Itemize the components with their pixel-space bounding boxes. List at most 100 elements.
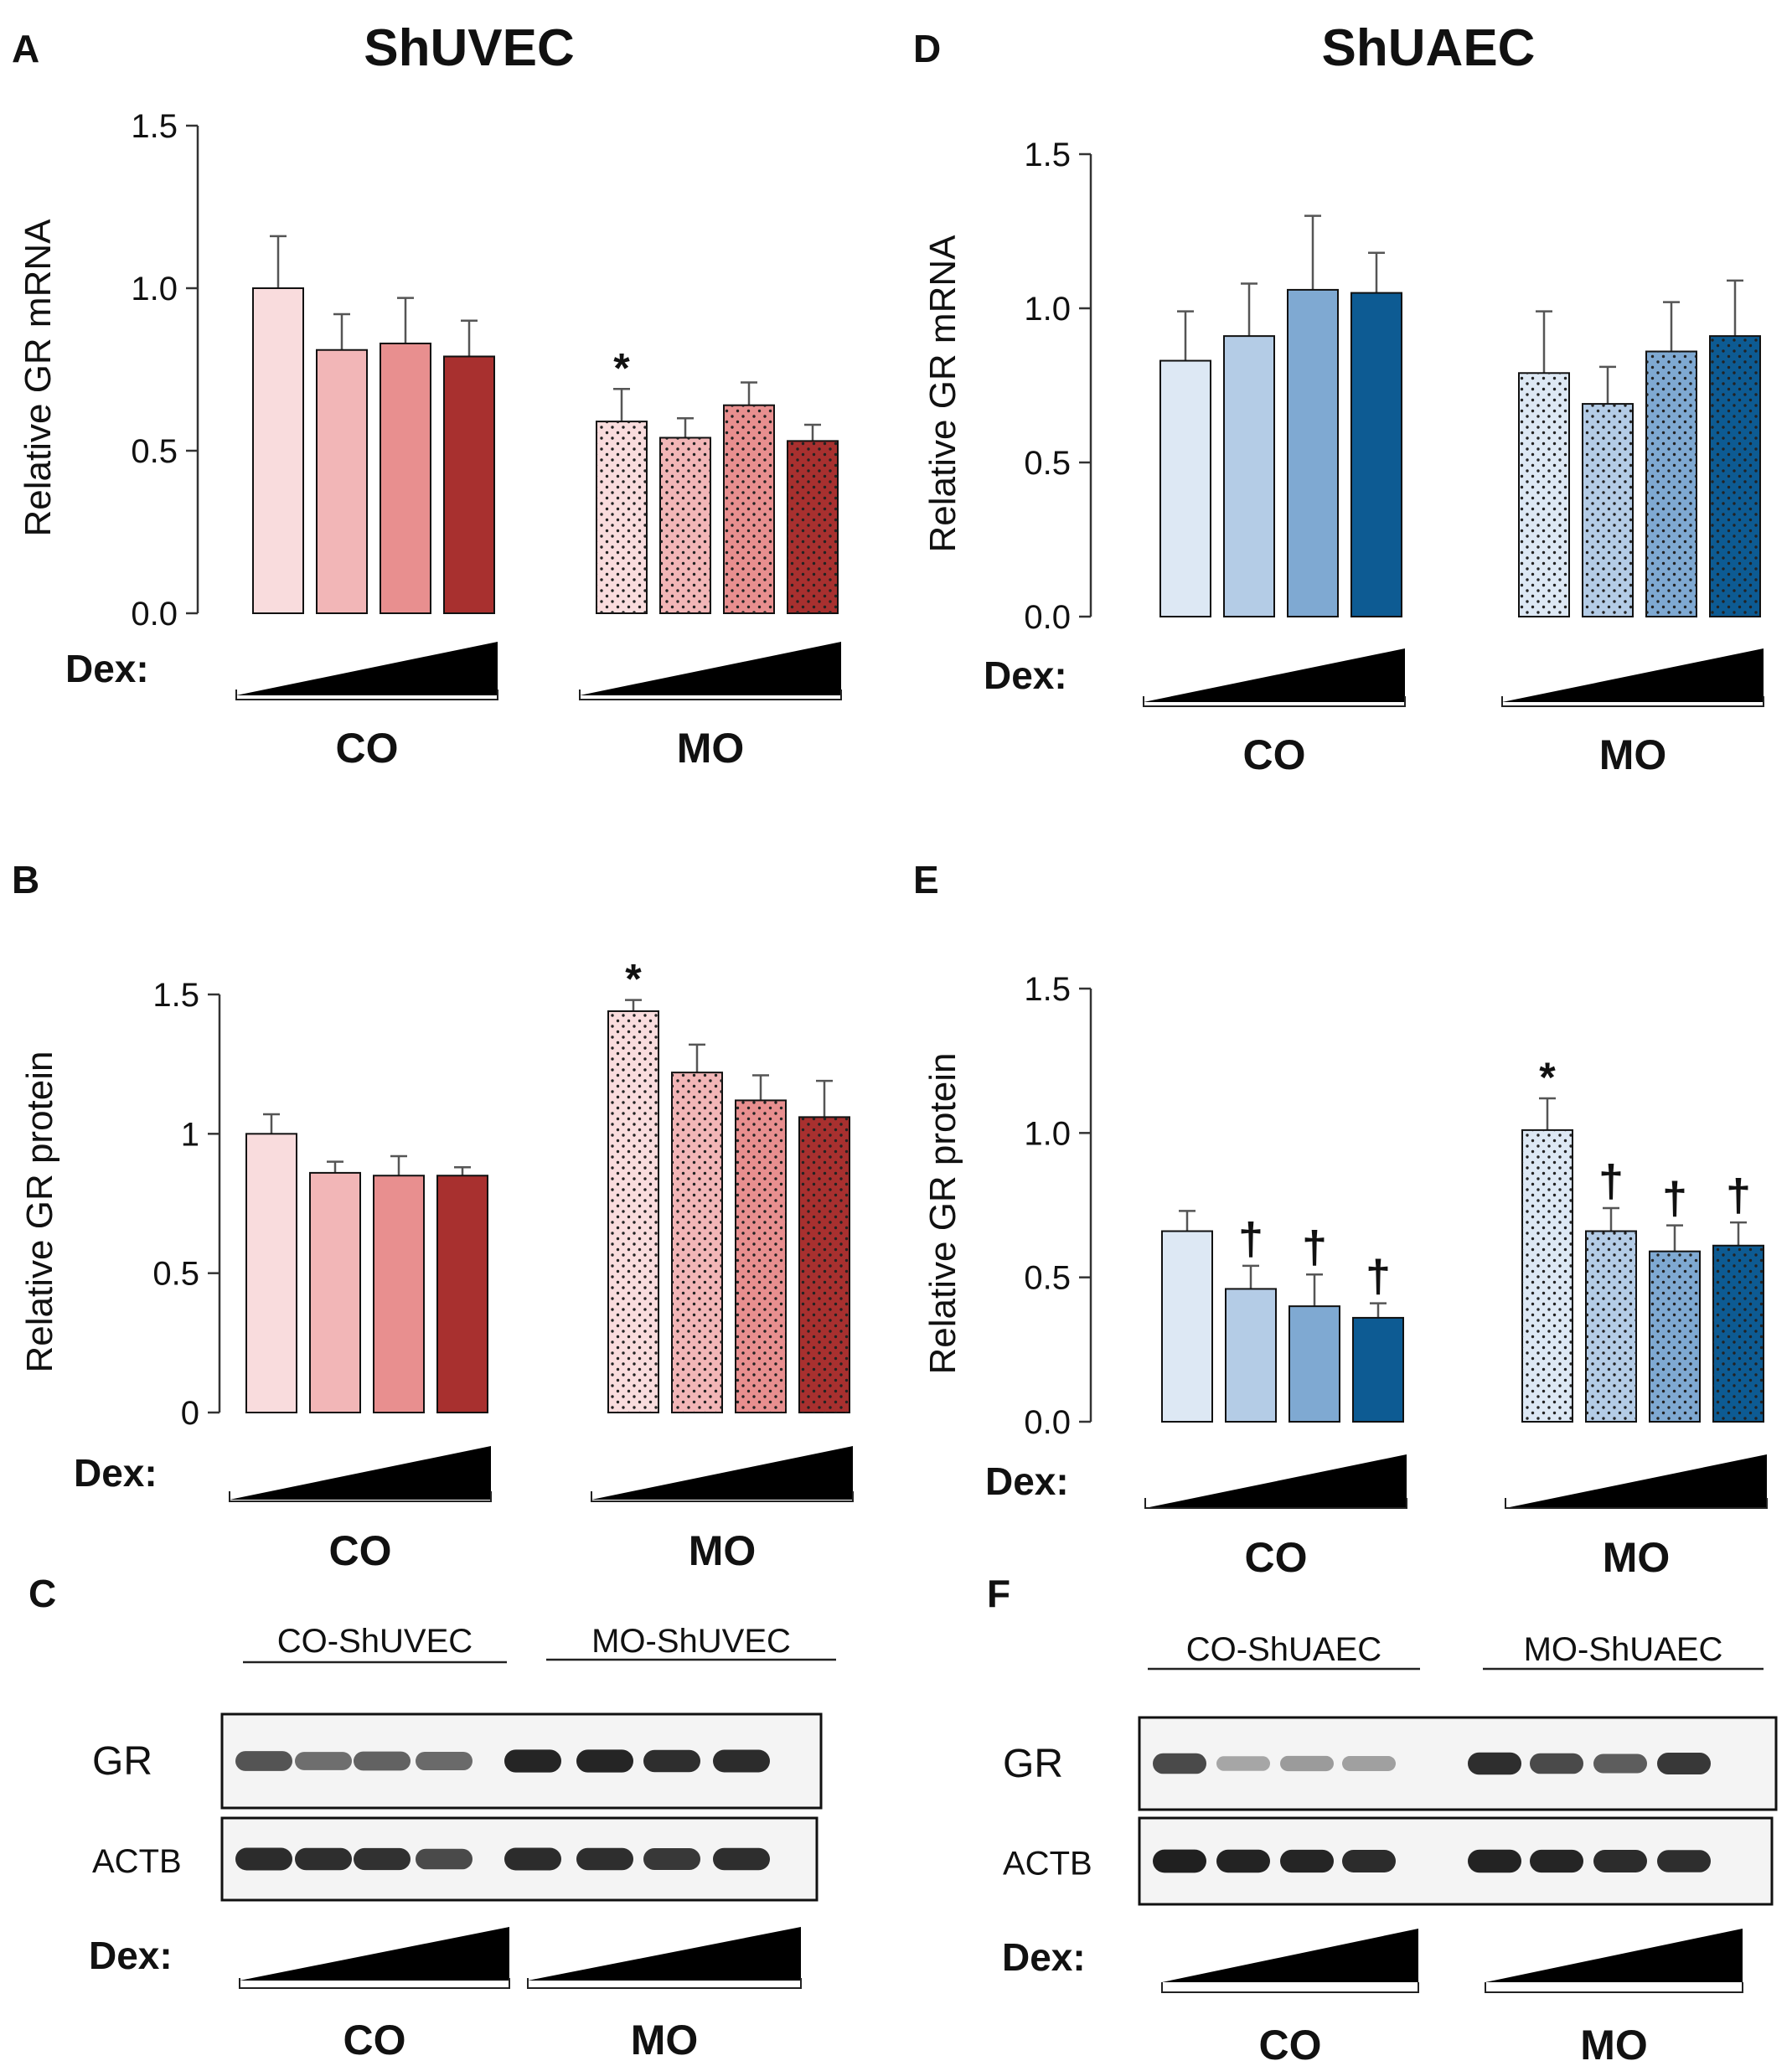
group-bracket <box>1501 696 1764 707</box>
significance-dagger: † <box>1238 1214 1263 1264</box>
bar-dot-pattern <box>1710 336 1760 617</box>
y-tick-label: 0.5 <box>152 1256 199 1293</box>
blot-band <box>354 1751 411 1771</box>
bar-dot-pattern <box>1522 1129 1573 1422</box>
dex-gradient-wedge <box>528 1927 801 1981</box>
dex-gradient-wedge <box>1145 1454 1407 1508</box>
bar-dot-pattern <box>608 1010 658 1413</box>
group-label: CO <box>336 725 399 772</box>
blot-panel-f: CO-ShUAEC MO-ShUAEC GR ACTB Dex: CO MO <box>1002 1631 1778 2066</box>
title-shuaec: ShUAEC <box>1322 19 1536 77</box>
bar <box>1352 1316 1404 1423</box>
group-label: CO <box>1245 1534 1308 1581</box>
bar-dot-pattern <box>672 1072 722 1413</box>
significance-dagger: † <box>1726 1170 1751 1221</box>
bar <box>380 342 431 614</box>
blot-band <box>643 1848 700 1870</box>
group-label: CO <box>329 1527 392 1574</box>
y-tick-label: 1.5 <box>1024 137 1071 173</box>
chart-panel-e: 0.0 0.5 1.0 1.5 Relative GR protein Dex: † † † CO… <box>922 971 1768 1581</box>
panel-letter-f: F <box>987 1572 1010 1615</box>
bar <box>373 1175 425 1413</box>
group-label: MO <box>1580 2022 1648 2066</box>
bar <box>1287 288 1339 617</box>
blot-group-label: CO-ShUVEC <box>277 1623 473 1660</box>
blot-row-label: ACTB <box>1003 1846 1092 1883</box>
bar <box>443 355 495 614</box>
blot-band <box>1280 1849 1334 1873</box>
group-bracket <box>239 1978 510 1989</box>
y-tick-label: 0.5 <box>1024 445 1071 482</box>
blot-band <box>576 1847 633 1871</box>
y-tick-label: 0.0 <box>1024 599 1071 636</box>
blot-band <box>1153 1753 1206 1774</box>
blot-row-label: ACTB <box>92 1843 182 1880</box>
blot-band <box>1342 1756 1396 1771</box>
significance-dagger: † <box>1366 1252 1391 1302</box>
group-label: CO <box>1259 2022 1322 2066</box>
bar <box>1350 292 1402 617</box>
blot-band <box>576 1749 633 1773</box>
blot-band <box>295 1847 352 1871</box>
panel-letter-b: B <box>12 858 39 901</box>
bar <box>1225 1288 1277 1423</box>
bar <box>436 1175 488 1413</box>
y-axis-label: Relative GR protein <box>19 1051 60 1373</box>
blot-band <box>1468 1849 1521 1873</box>
bar-dot-pattern <box>1583 404 1633 617</box>
group-bracket <box>1161 1982 1419 1993</box>
blot-band <box>1280 1755 1334 1772</box>
dex-gradient-wedge <box>230 1446 491 1500</box>
blot-group-label: MO-ShUVEC <box>591 1623 791 1660</box>
dex-gradient-wedge <box>1502 648 1764 702</box>
blot-band <box>504 1749 561 1773</box>
bar-dot-pattern <box>660 437 710 613</box>
significance-star: * <box>1539 1054 1556 1101</box>
dex-gradient-wedge <box>1505 1454 1767 1508</box>
panel-letter-e: E <box>913 858 939 901</box>
group-label: CO <box>343 2017 406 2063</box>
chart-panel-d: 0.0 0.5 1.0 1.5 Relative GR mRNA Dex: CO MO <box>922 137 1764 778</box>
dex-label: Dex: <box>1002 1935 1086 1979</box>
bar <box>1161 1230 1213 1423</box>
bar-dot-pattern <box>724 405 774 613</box>
significance-star: * <box>613 344 630 391</box>
blot-band <box>1530 1753 1583 1774</box>
dex-label: Dex: <box>984 653 1067 697</box>
y-tick-label: 0.0 <box>131 596 178 633</box>
group-bracket <box>527 1978 802 1989</box>
dex-label: Dex: <box>985 1459 1069 1503</box>
bar-dot-pattern <box>1646 351 1696 617</box>
blot-panel-c: CO-ShUVEC MO-ShUVEC GR ACTB Dex: CO MO <box>89 1623 836 2063</box>
dex-gradient-wedge <box>591 1446 853 1500</box>
y-tick-label: 1.0 <box>1024 291 1071 328</box>
blot-band <box>235 1751 292 1771</box>
blot-group-label: CO-ShUAEC <box>1186 1631 1381 1668</box>
group-label: MO <box>1599 731 1667 778</box>
blot-band <box>1530 1849 1583 1873</box>
blot-band <box>1657 1850 1711 1872</box>
y-tick-label: 0.5 <box>131 433 178 470</box>
blot-band <box>713 1749 770 1773</box>
chart-panel-a: 0.0 0.5 1.0 1.5 Relative GR mRNA Dex: CO * MO <box>18 108 842 772</box>
dex-label: Dex: <box>89 1934 173 1977</box>
panel-letter-d: D <box>913 27 941 70</box>
blot-band <box>1593 1754 1647 1774</box>
blot-band <box>504 1847 561 1871</box>
group-label: MO <box>1603 1534 1671 1581</box>
bar-dot-pattern <box>1650 1251 1700 1422</box>
blot-band <box>1657 1753 1711 1774</box>
y-tick-label: 1 <box>181 1116 199 1153</box>
bar <box>309 1171 361 1413</box>
dex-gradient-wedge <box>236 642 498 695</box>
bar-dot-pattern <box>736 1100 786 1413</box>
dex-label: Dex: <box>65 647 149 690</box>
group-label: MO <box>677 725 745 772</box>
blot-row-label: GR <box>1003 1742 1063 1786</box>
y-tick-label: 0.5 <box>1024 1260 1071 1297</box>
group-label: MO <box>689 1527 757 1574</box>
blot-row-label: GR <box>92 1739 152 1784</box>
bar-dot-pattern <box>799 1117 850 1413</box>
significance-dagger: † <box>1302 1222 1327 1273</box>
